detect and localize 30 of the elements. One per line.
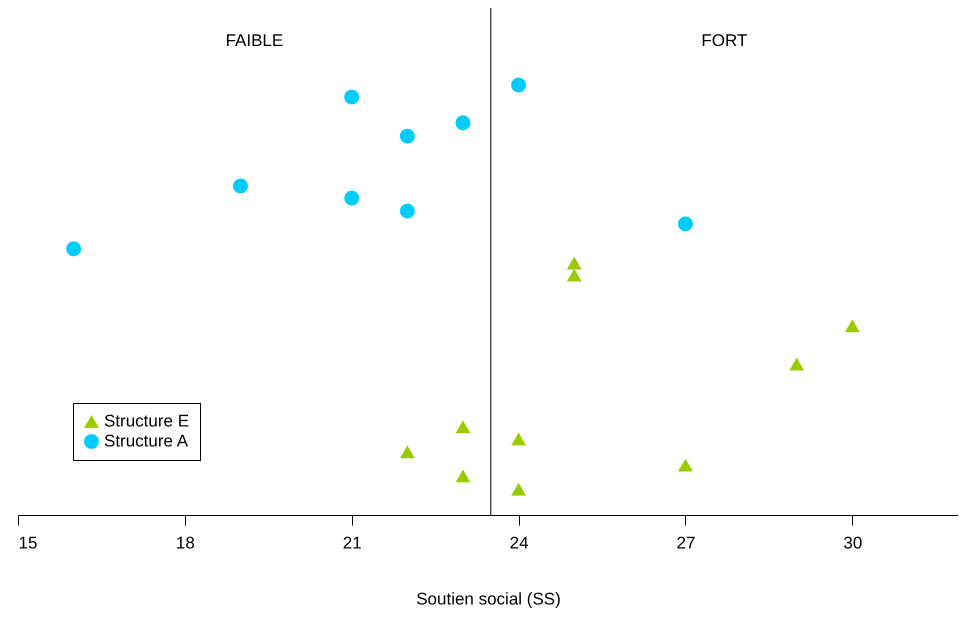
point xyxy=(66,241,82,256)
text: FAIBLE xyxy=(226,31,284,50)
point xyxy=(400,128,415,144)
point xyxy=(511,78,526,92)
legend-label: Structure E xyxy=(104,412,190,430)
point xyxy=(456,469,470,482)
point xyxy=(789,358,804,370)
point xyxy=(678,216,693,232)
point xyxy=(344,90,360,104)
point xyxy=(566,268,582,282)
x-tick-label: 30 xyxy=(843,534,862,552)
x-axis-title: Soutien social (SS) xyxy=(416,590,561,608)
x-tick-label: 21 xyxy=(342,534,362,552)
point xyxy=(456,115,470,130)
point xyxy=(233,178,248,194)
x-tick-label: 18 xyxy=(176,534,195,552)
point xyxy=(400,445,415,458)
point xyxy=(456,420,470,434)
text: FORT xyxy=(701,31,748,50)
legend-label: Structure A xyxy=(104,432,189,450)
x-tick-label: 27 xyxy=(676,534,696,552)
point xyxy=(344,190,360,206)
point xyxy=(511,482,526,496)
point xyxy=(400,204,415,218)
point xyxy=(511,432,526,446)
point xyxy=(678,458,693,472)
point xyxy=(844,319,860,332)
point xyxy=(566,256,582,270)
x-tick-label: 24 xyxy=(510,534,529,552)
x-tick-label: 15 xyxy=(18,534,38,552)
